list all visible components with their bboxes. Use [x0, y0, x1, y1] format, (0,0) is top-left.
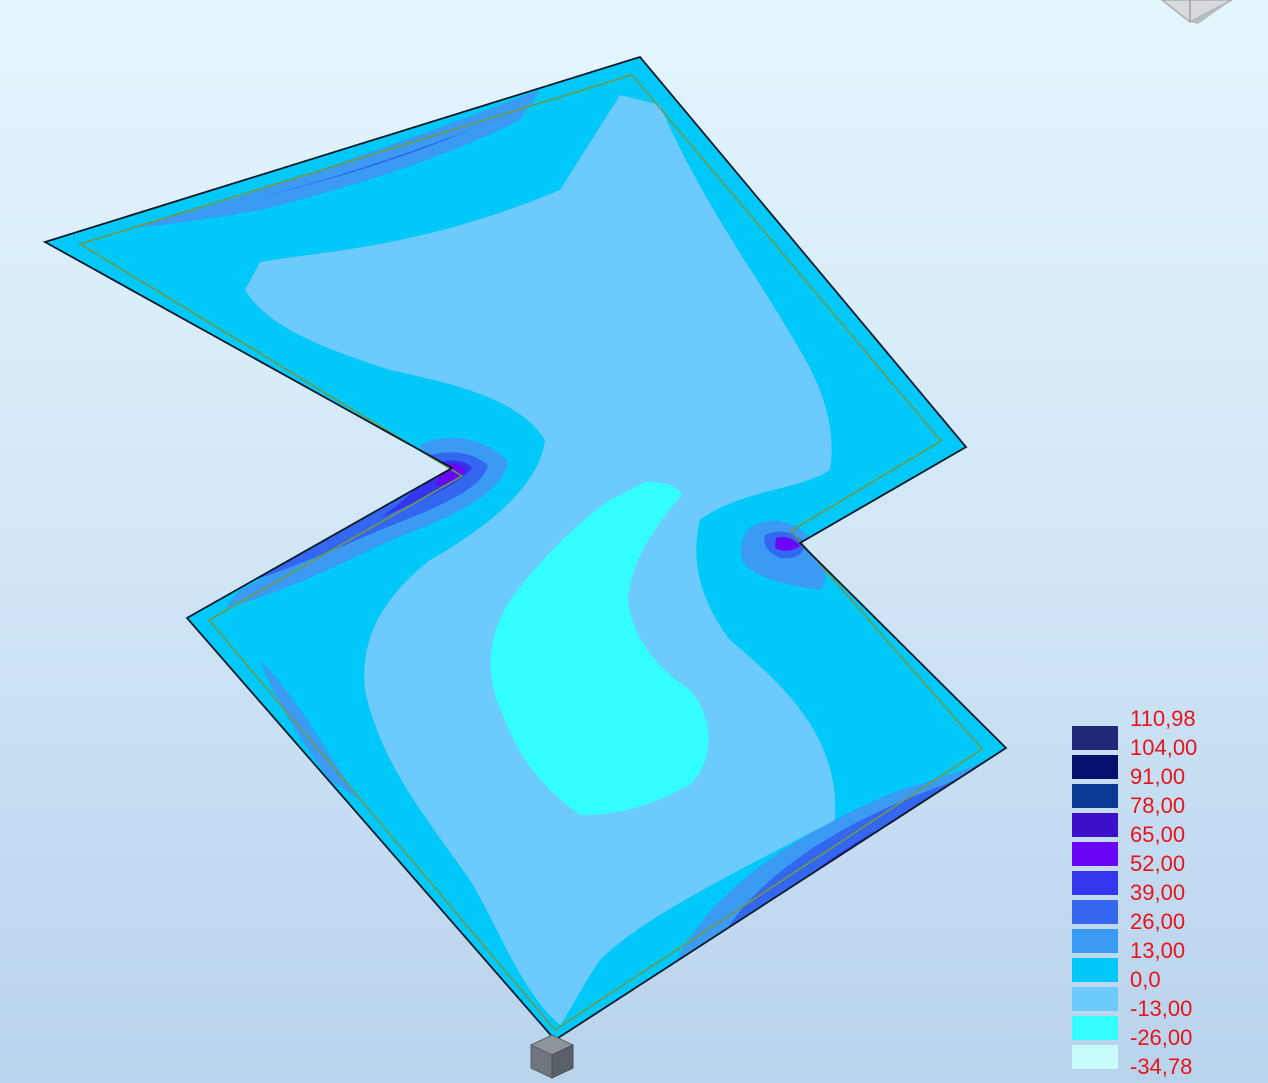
legend-label: 26,00	[1130, 909, 1186, 934]
legend-swatch	[1072, 987, 1118, 1011]
legend-swatch	[1072, 900, 1118, 924]
slab-contour-plot	[42, 55, 1008, 1042]
legend-swatch	[1072, 813, 1118, 837]
contour-negative-13-zone	[245, 95, 836, 1025]
legend-label: 0,0	[1130, 967, 1161, 992]
legend-swatch	[1072, 842, 1118, 866]
legend-swatch	[1072, 726, 1118, 750]
axis-cube-icon[interactable]	[529, 1034, 575, 1079]
legend-label: -34,78	[1130, 1054, 1193, 1079]
legend-label: 78,00	[1130, 793, 1186, 818]
legend-swatch	[1072, 871, 1118, 895]
legend-swatch	[1072, 929, 1118, 953]
legend-label: 110,98	[1130, 706, 1196, 731]
legend-swatch	[1072, 755, 1118, 779]
contour-legend: 110,98 104,00 91,00 78,00 65,00 52,00 39,00 26,…	[1072, 706, 1262, 1079]
slab-outline	[42, 55, 1008, 1042]
legend-label: 65,00	[1130, 822, 1186, 847]
contour-left-edge-band	[260, 660, 360, 800]
legend-label: -26,00	[1130, 1025, 1193, 1050]
view-cube-icon[interactable]	[1160, 0, 1233, 24]
legend-swatch	[1072, 784, 1118, 808]
legend-swatch	[1072, 958, 1118, 982]
legend-label: 13,00	[1130, 938, 1186, 963]
legend-label: 91,00	[1130, 764, 1186, 789]
legend-label: -13,00	[1130, 996, 1193, 1021]
legend-label: 104,00	[1130, 735, 1198, 760]
slab-offset-line	[78, 74, 984, 1032]
legend-swatch	[1072, 1016, 1118, 1040]
legend-label: 52,00	[1130, 851, 1186, 876]
contour-negative-26-zone	[490, 481, 709, 815]
contour-right-notch-peak	[775, 537, 800, 551]
legend-swatch	[1072, 1045, 1118, 1069]
legend-label: 39,00	[1130, 880, 1186, 905]
